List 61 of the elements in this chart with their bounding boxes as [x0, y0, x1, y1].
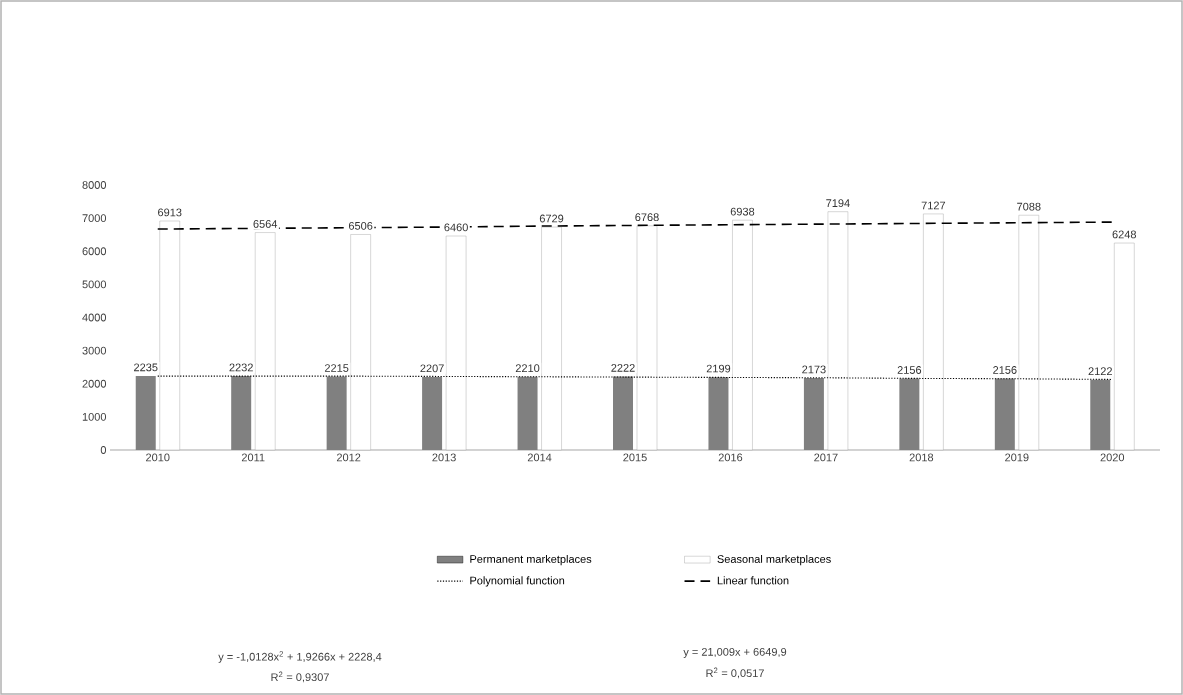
y-tick-label: 1000 [82, 412, 107, 421]
data-label: 2235 [134, 363, 158, 372]
data-label: 6506 [348, 222, 373, 230]
text: y = -1,0128x$^{2}$ + 1,9266x + 2228,4 [218, 651, 382, 663]
bar [803, 378, 824, 450]
bar [422, 376, 443, 450]
bar [613, 376, 633, 450]
bar [994, 378, 1015, 450]
data-label: 2156 [897, 366, 922, 374]
data-label: 7088 [1017, 202, 1041, 211]
x-tick-label: 2020 [1100, 453, 1125, 462]
data-label: 6729 [539, 214, 564, 223]
legend-label: Permanent marketplaces [470, 554, 592, 566]
bar [231, 376, 252, 450]
bar [708, 377, 729, 450]
x-tick-label: 2018 [909, 453, 934, 462]
y-tick-label: 8000 [82, 181, 107, 189]
text: R$^{2}$ = 0,0517 [706, 667, 764, 679]
data-label: 2199 [706, 364, 731, 373]
x-tick-label: 2019 [1005, 453, 1029, 462]
data-label: 2207 [420, 364, 444, 373]
data-label: 2122 [1088, 367, 1112, 375]
legend-label: Seasonal marketplaces [717, 554, 831, 566]
bar [1090, 379, 1111, 450]
bar [899, 378, 920, 450]
y-tick-label: 0 [100, 446, 107, 454]
x-tick-label: 2015 [623, 453, 647, 462]
x-tick-label: 2012 [336, 453, 361, 462]
y-tick-label: 5000 [82, 280, 107, 289]
data-label: 2156 [993, 366, 1017, 374]
data-label: 2210 [515, 364, 540, 373]
x-tick-label: 2010 [146, 453, 170, 462]
data-label: 7194 [826, 199, 850, 207]
text: y = 21,009x + 6649,9 [683, 648, 787, 658]
x-tick-label: 2011 [241, 453, 265, 462]
x-tick-label: 2016 [718, 453, 743, 462]
legend-label: Polynomial function [470, 576, 565, 587]
data-label: 2215 [324, 364, 349, 372]
x-tick-label: 2014 [527, 453, 552, 462]
y-tick-label: 7000 [82, 214, 107, 223]
data-label: 6768 [635, 213, 659, 222]
legend-label: Linear function [717, 576, 789, 585]
data-label: 7127 [921, 201, 946, 210]
data-label: 2232 [229, 363, 253, 372]
data-label: 6913 [158, 208, 182, 217]
data-label: 6564 [253, 220, 278, 228]
bar [135, 375, 156, 450]
data-label: 2173 [802, 365, 826, 374]
y-tick-label: 3000 [82, 346, 107, 355]
y-tick-label: 4000 [82, 313, 107, 322]
bar [517, 376, 538, 450]
data-label: 2222 [611, 364, 635, 372]
bar [326, 376, 347, 450]
y-tick-label: 2000 [82, 379, 107, 388]
text: R$^{2}$ = 0,9307 [271, 671, 329, 683]
y-tick-label: 6000 [82, 247, 107, 256]
x-tick-label: 2017 [814, 453, 838, 462]
data-label: 6460 [444, 223, 468, 232]
data-label: 6938 [730, 207, 755, 216]
x-tick-label: 2013 [432, 453, 456, 462]
data-label: 6248 [1112, 230, 1137, 239]
